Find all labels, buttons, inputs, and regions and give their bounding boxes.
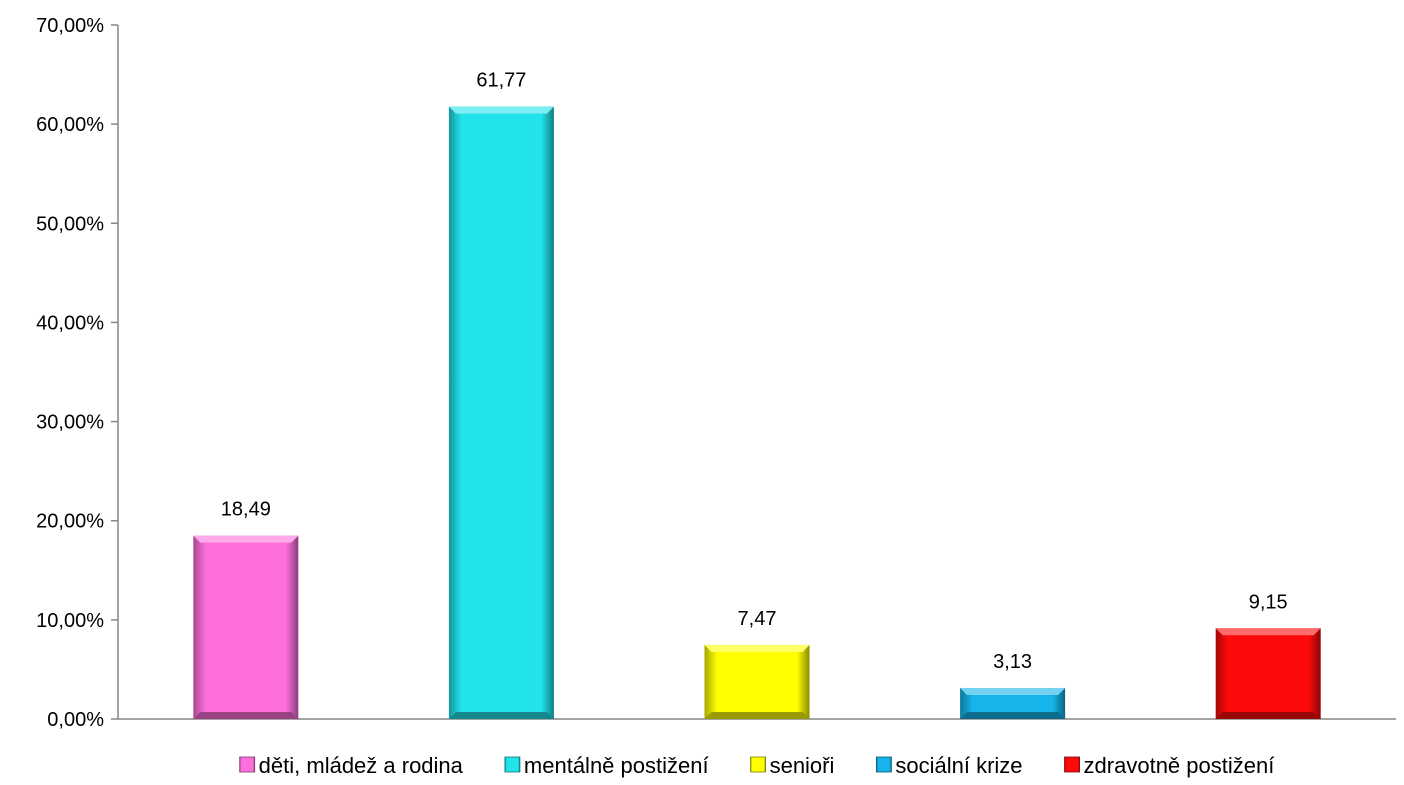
legend-swatch [876, 757, 891, 772]
bar-bevel-bottom [449, 712, 554, 719]
bar [960, 688, 1065, 719]
bar-bevel-top [193, 536, 298, 543]
bar-bevel-bottom [960, 712, 1065, 719]
bar [705, 645, 810, 719]
legend-item: zdravotně postižení [1065, 753, 1275, 778]
bar-bevel-top [705, 645, 810, 652]
y-tick-label: 20,00% [36, 511, 104, 533]
legend-label: mentálně postižení [524, 753, 709, 778]
legend: děti, mládež a rodina mentálně postižení s… [240, 753, 1275, 778]
bar [449, 107, 554, 719]
y-tick-label: 70,00% [36, 15, 104, 37]
bar-body [705, 645, 810, 719]
legend-item: senioři [751, 753, 835, 778]
data-label: 3,13 [993, 651, 1032, 673]
data-label: 61,77 [476, 70, 526, 92]
y-tick-label: 10,00% [36, 610, 104, 632]
y-tick-label: 60,00% [36, 114, 104, 136]
legend-label: sociální krize [895, 753, 1022, 778]
bar-bevel-bottom [193, 712, 298, 719]
y-axis: 0,00% 10,00% 20,00% 30,00% 40,00% 50,00% 60,00… [36, 15, 118, 731]
bar-bevel-bottom [1216, 712, 1321, 719]
legend-swatch [1065, 757, 1080, 772]
legend-label: děti, mládež a rodina [259, 753, 464, 778]
y-tick-label: 50,00% [36, 213, 104, 235]
data-label: 7,47 [738, 608, 777, 630]
data-label: 18,49 [221, 499, 271, 521]
bar-bevel-top [960, 688, 1065, 695]
y-tick-label: 30,00% [36, 412, 104, 434]
legend-item: děti, mládež a rodina [240, 753, 464, 778]
legend-item: mentálně postižení [505, 753, 709, 778]
legend-swatch [240, 757, 255, 772]
legend-item: sociální krize [876, 753, 1022, 778]
legend-label: senioři [770, 753, 835, 778]
bar-body [193, 536, 298, 719]
bar-body [449, 107, 554, 719]
bar [1216, 628, 1321, 719]
bar-bevel-top [1216, 628, 1321, 635]
y-tick-label: 40,00% [36, 312, 104, 334]
y-tick-label: 0,00% [47, 709, 104, 731]
data-labels: 18,49 61,77 7,47 3,13 9,15 [221, 70, 1288, 673]
legend-swatch [751, 757, 766, 772]
data-label: 9,15 [1249, 591, 1288, 613]
legend-swatch [505, 757, 520, 772]
bar-bevel-bottom [705, 712, 810, 719]
bar-body [1216, 628, 1321, 719]
bar [193, 536, 298, 719]
legend-label: zdravotně postižení [1084, 753, 1275, 778]
bar-bevel-top [449, 107, 554, 114]
